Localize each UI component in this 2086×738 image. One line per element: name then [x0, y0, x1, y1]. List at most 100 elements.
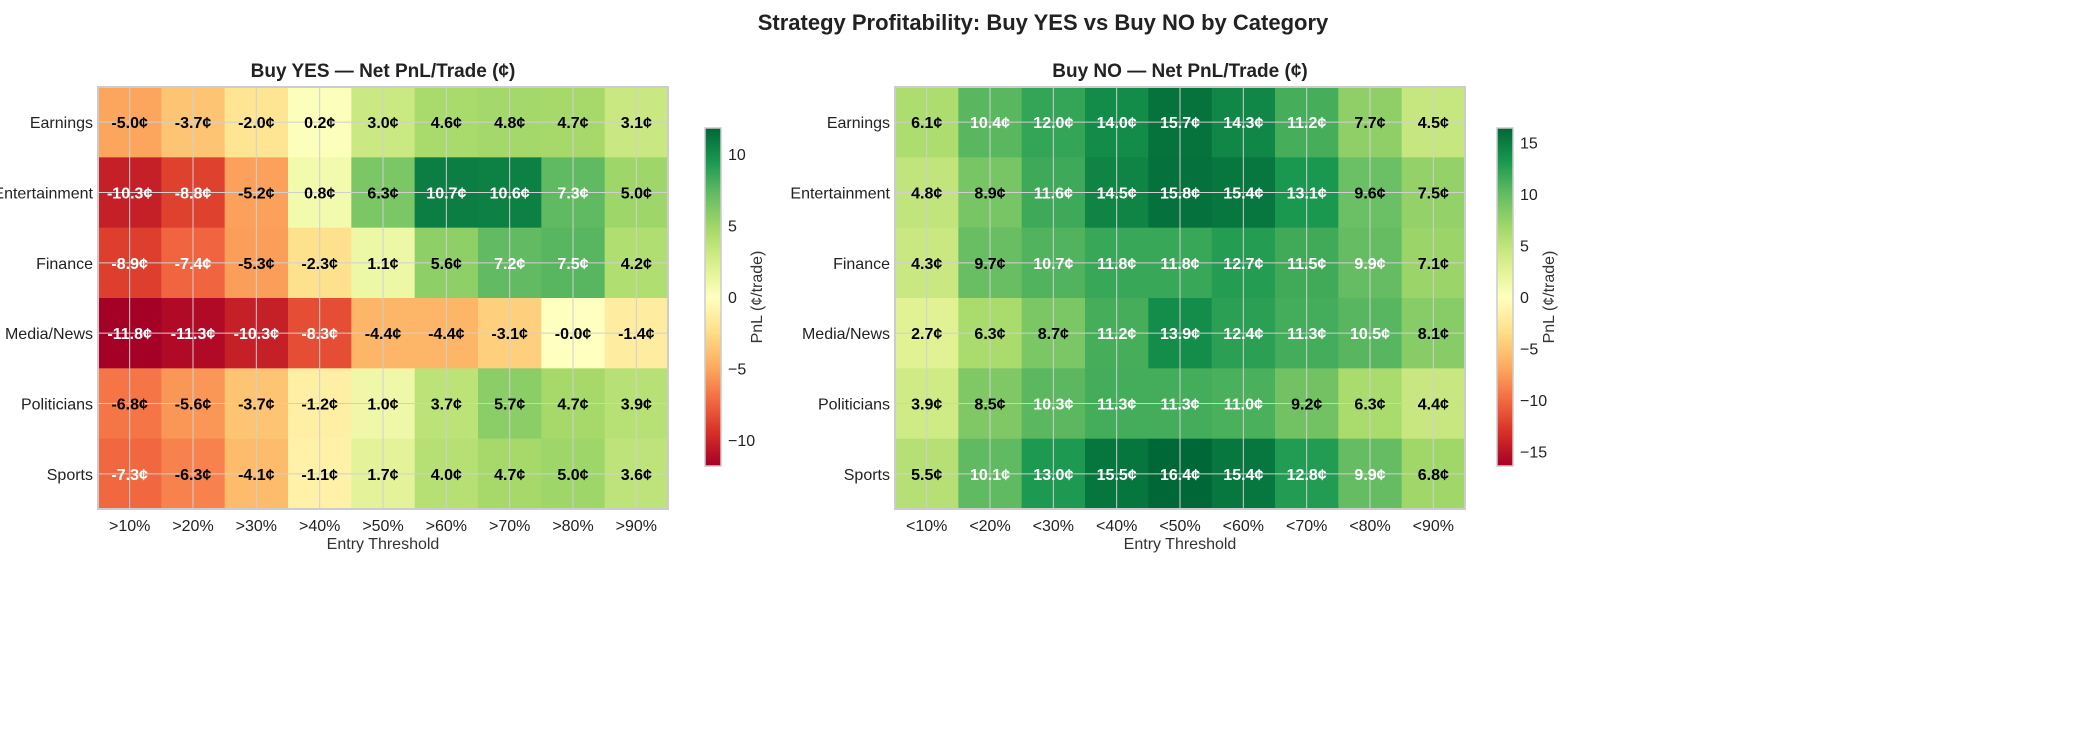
- cell-value-label: 11.6¢: [1034, 186, 1073, 203]
- cell-value-label: -10.3¢: [107, 186, 152, 203]
- x-tick-label: <70%: [1286, 518, 1327, 535]
- y-tick-label: Media/News: [5, 326, 93, 343]
- cell-value-label: 14.3¢: [1223, 115, 1263, 132]
- cell-value-label: 4.8¢: [494, 115, 525, 132]
- cell-value-label: 4.3¢: [911, 256, 942, 273]
- x-tick-label: <40%: [1096, 518, 1137, 535]
- cell-value-label: 14.5¢: [1097, 186, 1137, 203]
- x-tick-label: >30%: [236, 518, 277, 535]
- cell-value-label: -2.0¢: [238, 115, 275, 132]
- cell-value-label: 11.2¢: [1097, 326, 1136, 343]
- cell-value-label: 7.5¢: [1418, 186, 1449, 203]
- cell-value-label: 6.3¢: [1354, 397, 1385, 414]
- x-tick-label: >90%: [616, 518, 657, 535]
- cell-value-label: 4.7¢: [557, 115, 588, 132]
- cell-value-label: 13.9¢: [1160, 326, 1200, 343]
- colorbar-tick-label: 15: [1520, 135, 1538, 152]
- x-tick-label: >60%: [426, 518, 467, 535]
- cell-value-label: -3.7¢: [238, 397, 275, 414]
- cell-value-label: 0.2¢: [304, 115, 335, 132]
- cell-value-label: -8.9¢: [111, 256, 148, 273]
- cell-value-label: 12.4¢: [1223, 326, 1263, 343]
- cell-value-label: 6.8¢: [1418, 467, 1449, 484]
- cell-value-label: -7.3¢: [111, 467, 148, 484]
- cell-value-label: -1.2¢: [301, 397, 338, 414]
- cell-value-label: 5.0¢: [621, 186, 652, 203]
- cell-value-label: 10.6¢: [490, 186, 530, 203]
- cell-value-label: 6.3¢: [367, 186, 398, 203]
- cell-value-label: 8.9¢: [974, 186, 1005, 203]
- cell-value-label: 16.4¢: [1160, 467, 1200, 484]
- cell-value-label: 3.0¢: [367, 115, 398, 132]
- cell-value-label: 10.5¢: [1350, 326, 1390, 343]
- cell-value-label: 10.4¢: [970, 115, 1010, 132]
- cell-value-label: 15.4¢: [1223, 467, 1263, 484]
- axes-frame: [97, 86, 669, 510]
- colorbar-tick-label: −15: [1520, 445, 1547, 462]
- y-tick-label: Sports: [844, 467, 890, 484]
- cell-value-label: 0.8¢: [304, 186, 335, 203]
- x-tick-label: >70%: [489, 518, 530, 535]
- cell-value-label: 8.1¢: [1418, 326, 1449, 343]
- cell-value-label: 7.5¢: [557, 256, 588, 273]
- y-tick-label: Politicians: [818, 397, 890, 414]
- cell-value-label: -8.8¢: [175, 186, 212, 203]
- cell-value-label: 10.7¢: [1033, 256, 1073, 273]
- x-tick-label: >50%: [362, 518, 403, 535]
- cell-value-label: 4.4¢: [1418, 397, 1449, 414]
- cell-value-label: -5.0¢: [111, 115, 148, 132]
- cell-value-label: 11.8¢: [1160, 256, 1199, 273]
- cell-value-label: -3.1¢: [491, 326, 528, 343]
- cell-value-label: 3.9¢: [911, 397, 942, 414]
- x-tick-label: >40%: [299, 518, 340, 535]
- cell-value-label: 4.7¢: [494, 467, 525, 484]
- x-tick-label: <50%: [1159, 518, 1200, 535]
- colorbar-tick-label: 0: [1520, 290, 1529, 307]
- x-tick-label: <90%: [1413, 518, 1454, 535]
- cell-value-label: -4.4¢: [428, 326, 465, 343]
- cell-value-label: 13.1¢: [1287, 186, 1327, 203]
- y-tick-label: Finance: [833, 256, 890, 273]
- cell-value-label: -10.3¢: [234, 326, 279, 343]
- cell-value-label: 9.9¢: [1354, 467, 1385, 484]
- cell-value-label: -4.1¢: [238, 467, 275, 484]
- x-axis-label: Entry Threshold: [327, 536, 440, 553]
- y-tick-label: Earnings: [30, 115, 93, 132]
- cell-value-label: -6.3¢: [175, 467, 212, 484]
- colorbar-tick-label: −5: [1520, 342, 1538, 359]
- cell-value-label: -5.6¢: [175, 397, 212, 414]
- cell-value-label: 9.7¢: [974, 256, 1005, 273]
- cell-value-label: 13.0¢: [1033, 467, 1073, 484]
- cell-value-label: 12.0¢: [1033, 115, 1073, 132]
- x-tick-label: <10%: [906, 518, 947, 535]
- y-tick-label: Entertainment: [790, 186, 890, 203]
- cell-value-label: 4.0¢: [431, 467, 462, 484]
- cell-value-label: 1.1¢: [367, 256, 398, 273]
- buy-yes-heatmap-panel: Buy YES — Net PnL/Trade (¢) -5.0¢ -3.7¢ -2.…: [0, 61, 766, 553]
- y-tick-label: Finance: [36, 256, 93, 273]
- cell-value-label: 2.7¢: [911, 326, 942, 343]
- cell-value-label: -1.4¢: [618, 326, 655, 343]
- cell-value-label: -11.8¢: [107, 326, 152, 343]
- cell-value-label: -5.3¢: [238, 256, 275, 273]
- colorbar-tick-label: 10: [728, 147, 746, 164]
- buy-yes-title: Buy YES — Net PnL/Trade (¢): [251, 61, 516, 82]
- cell-value-label: 10.7¢: [426, 186, 466, 203]
- colorbar: [704, 127, 722, 467]
- cell-value-label: 7.3¢: [557, 186, 588, 203]
- colorbar-tick-label: −5: [728, 362, 746, 379]
- cell-value-label: 5.6¢: [431, 256, 462, 273]
- cell-value-label: 12.8¢: [1287, 467, 1327, 484]
- cell-value-label: -5.2¢: [238, 186, 275, 203]
- x-tick-label: >80%: [552, 518, 593, 535]
- cell-value-label: 11.0¢: [1224, 397, 1263, 414]
- colorbar-label: PnL (¢/trade): [749, 251, 766, 344]
- cell-value-label: 3.1¢: [621, 115, 652, 132]
- cell-value-label: 4.2¢: [621, 256, 652, 273]
- y-tick-label: Politicians: [21, 397, 93, 414]
- axes-frame: [894, 86, 1466, 510]
- cell-value-label: 9.9¢: [1354, 256, 1385, 273]
- cell-value-label: -4.4¢: [365, 326, 402, 343]
- cell-value-label: -0.0¢: [555, 326, 592, 343]
